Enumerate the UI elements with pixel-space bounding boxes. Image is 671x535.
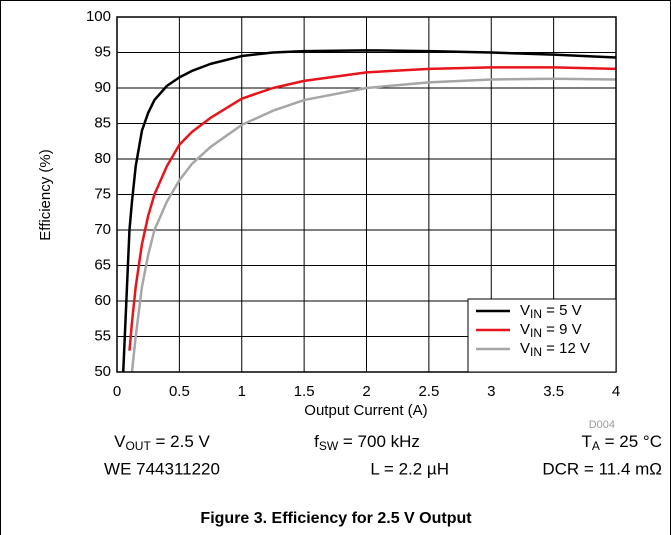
y-tick-label: 70	[94, 221, 111, 238]
x-tick-label: 4	[612, 383, 620, 400]
y-tick-label: 50	[94, 363, 111, 380]
series-line	[128, 66, 616, 351]
x-tick-label: 3	[487, 383, 495, 400]
legend-label: VIN = 5 V	[520, 302, 582, 321]
note: L = 2.2 µH	[370, 459, 449, 478]
x-tick-label: 0	[113, 383, 121, 400]
y-tick-label: 95	[94, 43, 111, 60]
legend-label: VIN = 9 V	[520, 321, 582, 340]
y-axis-label: Efficiency (%)	[37, 149, 54, 240]
y-tick-label: 65	[94, 256, 111, 273]
y-tick-label: 75	[94, 185, 111, 202]
plot-border	[116, 16, 617, 373]
x-tick-label: 2	[362, 383, 370, 400]
y-tick-label: 80	[94, 150, 111, 167]
caption: Figure 3. Efficiency for 2.5 V Output	[200, 510, 472, 527]
y-tick-label: 60	[94, 292, 111, 309]
x-tick-label: 0.5	[169, 383, 190, 400]
legend-label: VIN = 12 V	[520, 340, 590, 359]
x-tick-label: 1	[238, 383, 246, 400]
note: DCR = 11.4 mΩ	[542, 459, 662, 478]
x-axis-label: Output Current (A)	[304, 402, 427, 419]
figure-code: D004	[589, 419, 615, 431]
series-line	[130, 77, 616, 372]
x-tick-label: 1.5	[294, 383, 315, 400]
series-line	[121, 49, 616, 372]
x-tick-label: 3.5	[543, 383, 564, 400]
note: WE 744311220	[104, 459, 220, 478]
note: fSW = 700 kHz	[314, 432, 420, 453]
note: VOUT = 2.5 V	[114, 432, 210, 453]
y-tick-label: 85	[94, 114, 111, 131]
y-tick-label: 100	[86, 8, 111, 25]
note: TA = 25 °C	[582, 432, 663, 453]
y-tick-label: 90	[94, 79, 111, 96]
x-tick-label: 2.5	[418, 383, 439, 400]
y-tick-label: 55	[94, 327, 111, 344]
